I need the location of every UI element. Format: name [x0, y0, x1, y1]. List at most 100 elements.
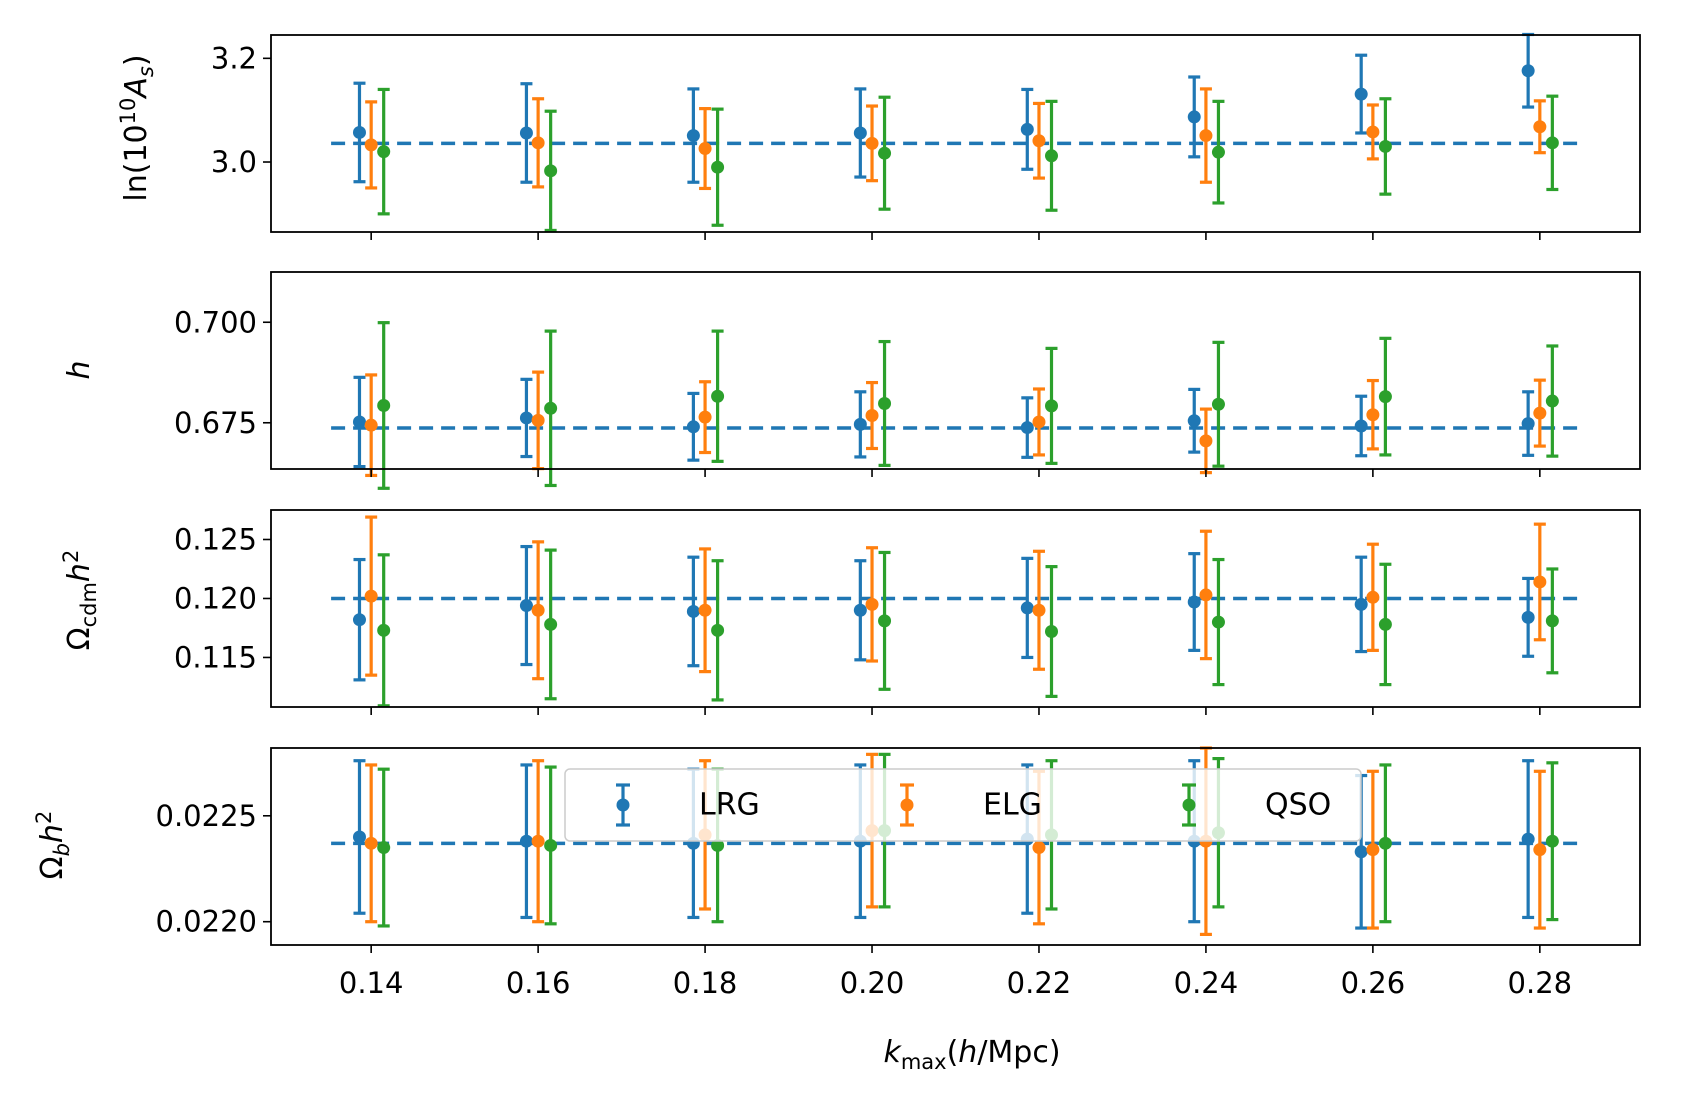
data-point: [1521, 610, 1535, 624]
data-point: [1533, 406, 1547, 420]
y-tick-label: 0.700: [174, 305, 257, 339]
data-point: [519, 599, 533, 613]
data-point: [352, 125, 366, 139]
data-point: [1354, 419, 1368, 433]
series-elg: [364, 515, 1547, 681]
x-tick-label: 0.22: [1007, 966, 1072, 1000]
series-lrg: [352, 544, 1535, 682]
legend-entry-lrg: LRG: [616, 783, 760, 827]
panel-h: 0.675 0.700: [174, 271, 1641, 490]
ylabel-h: h: [62, 360, 97, 379]
data-point: [1187, 595, 1201, 609]
data-point: [519, 126, 533, 140]
data-point: [519, 834, 533, 848]
data-point: [1378, 836, 1392, 850]
data-point: [377, 841, 391, 855]
data-point: [544, 164, 558, 178]
data-point: [1032, 415, 1046, 429]
ylabel-lnAs: ln(1010As): [116, 54, 158, 201]
legend-label: LRG: [699, 788, 760, 823]
data-point: [531, 834, 545, 848]
data-point: [1366, 590, 1380, 604]
series-elg: [364, 370, 1547, 478]
data-point: [1354, 87, 1368, 101]
data-point: [544, 617, 558, 631]
data-point: [1187, 414, 1201, 428]
data-point: [1366, 843, 1380, 857]
series-lrg: [352, 375, 1535, 469]
data-point: [1199, 129, 1213, 143]
data-point: [1032, 841, 1046, 855]
data-point: [1020, 421, 1034, 435]
data-point: [1533, 575, 1547, 589]
data-point: [698, 603, 712, 617]
legend-label: ELG: [983, 788, 1042, 823]
axes-frame: [270, 509, 1641, 708]
data-point: [1378, 139, 1392, 153]
data-point: [878, 396, 892, 410]
data-point: [377, 623, 391, 637]
y-tick-label: 0.125: [174, 522, 257, 556]
legend-frame: [564, 768, 1362, 842]
data-point: [1545, 136, 1559, 150]
data-point: [1032, 603, 1046, 617]
data-point: [865, 136, 879, 150]
data-point: [1521, 832, 1535, 846]
data-point: [364, 138, 378, 152]
data-point: [519, 411, 533, 425]
data-point: [364, 418, 378, 432]
data-point: [364, 589, 378, 603]
data-point: [364, 836, 378, 850]
data-point: [698, 410, 712, 424]
legend-marker: [1182, 798, 1196, 812]
y-tick-label: 0.120: [174, 581, 257, 615]
series-lrg: [352, 32, 1535, 184]
data-point: [711, 160, 725, 174]
panel-lnAs: 3.0 3.2: [211, 32, 1641, 240]
axes-frame: [270, 747, 1641, 946]
series-qso: [377, 548, 1559, 708]
legend-marker: [900, 798, 914, 812]
data-point: [1211, 397, 1225, 411]
x-tick-label: 0.18: [673, 966, 738, 1000]
data-point: [1378, 617, 1392, 631]
data-point: [531, 603, 545, 617]
panel-ocdm: 0.115 0.120 0.125: [174, 509, 1641, 715]
data-point: [853, 417, 867, 431]
data-point: [352, 415, 366, 429]
y-tick-label: 0.0225: [156, 799, 257, 833]
data-point: [377, 145, 391, 159]
data-point: [1366, 125, 1380, 139]
data-point: [711, 838, 725, 852]
data-point: [865, 597, 879, 611]
data-point: [865, 409, 879, 423]
data-point: [531, 136, 545, 150]
series-elg: [364, 87, 1547, 191]
legend-label: QSO: [1265, 788, 1331, 823]
data-point: [377, 398, 391, 412]
legend-entry-qso: QSO: [1182, 783, 1331, 827]
data-point: [686, 604, 700, 618]
y-tick-label: 0.675: [174, 406, 257, 440]
data-point: [1044, 625, 1058, 639]
data-point: [1366, 408, 1380, 422]
y-tick-label: 0.0220: [156, 905, 257, 939]
legend-marker: [616, 798, 630, 812]
data-point: [1032, 134, 1046, 148]
data-point: [1521, 64, 1535, 78]
legend: LRG ELG QSO: [564, 768, 1362, 842]
data-point: [544, 401, 558, 415]
x-tick-label: 0.16: [506, 966, 571, 1000]
x-tick-label: 0.26: [1341, 966, 1406, 1000]
data-point: [1545, 394, 1559, 408]
y-tick-label: 3.2: [211, 41, 257, 75]
data-point: [1020, 601, 1034, 615]
series-qso: [377, 321, 1559, 490]
data-point: [1199, 434, 1213, 448]
x-tick-label: 0.20: [840, 966, 905, 1000]
data-point: [1354, 845, 1368, 859]
series-qso: [377, 87, 1559, 233]
data-point: [853, 126, 867, 140]
data-point: [686, 420, 700, 434]
data-point: [1533, 843, 1547, 857]
